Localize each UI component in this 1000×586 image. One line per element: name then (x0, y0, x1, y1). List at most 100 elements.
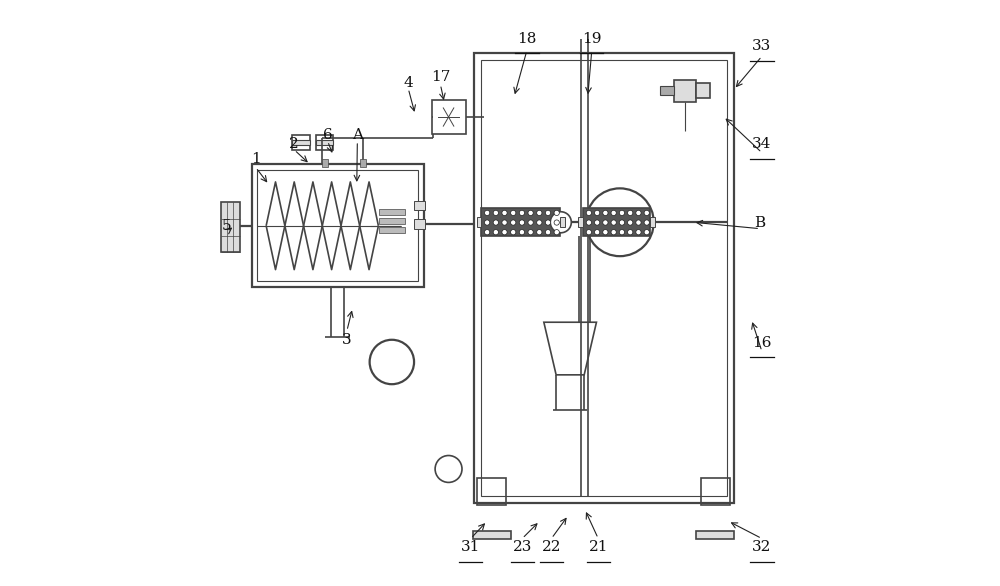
Circle shape (493, 210, 498, 216)
Circle shape (586, 220, 591, 225)
Circle shape (519, 210, 525, 216)
Text: 6: 6 (323, 128, 332, 142)
Bar (414, 200, 425, 210)
Text: 31: 31 (461, 540, 480, 554)
Circle shape (603, 220, 608, 225)
Bar (379, 218, 405, 224)
Bar (477, 217, 481, 227)
Circle shape (594, 210, 600, 216)
Circle shape (502, 220, 507, 225)
Circle shape (511, 220, 516, 225)
Circle shape (511, 210, 516, 216)
Circle shape (528, 220, 533, 225)
Bar (414, 219, 425, 229)
Circle shape (619, 210, 625, 216)
Bar (701, 478, 730, 505)
Bar (474, 53, 734, 503)
Text: 4: 4 (403, 76, 413, 90)
Bar (432, 100, 466, 134)
Bar (477, 478, 506, 505)
Bar (322, 159, 328, 168)
Bar (379, 227, 405, 233)
Text: 1: 1 (251, 152, 261, 165)
Text: 17: 17 (431, 70, 450, 84)
Text: 5: 5 (222, 219, 232, 233)
Circle shape (619, 220, 625, 225)
Circle shape (636, 230, 641, 235)
Circle shape (528, 210, 533, 216)
Text: 33: 33 (752, 39, 772, 53)
Bar (560, 217, 565, 227)
Bar (660, 86, 674, 96)
Bar (473, 531, 511, 539)
Bar (252, 165, 424, 287)
Text: 19: 19 (582, 32, 602, 46)
Text: 22: 22 (542, 540, 561, 554)
Circle shape (603, 230, 608, 235)
Circle shape (545, 230, 551, 235)
Circle shape (502, 210, 507, 216)
Circle shape (636, 220, 641, 225)
Circle shape (545, 220, 551, 225)
Circle shape (628, 220, 633, 225)
Circle shape (493, 230, 498, 235)
Text: 16: 16 (752, 336, 772, 350)
Circle shape (537, 220, 542, 225)
Circle shape (611, 220, 616, 225)
Circle shape (485, 210, 490, 216)
Circle shape (594, 220, 600, 225)
Text: B: B (755, 216, 766, 230)
Circle shape (545, 210, 551, 216)
Circle shape (586, 230, 591, 235)
Bar (674, 80, 696, 102)
Bar (316, 141, 333, 145)
Text: A: A (352, 128, 363, 142)
Circle shape (493, 220, 498, 225)
Circle shape (644, 230, 649, 235)
Circle shape (644, 210, 649, 216)
Circle shape (519, 230, 525, 235)
Circle shape (636, 210, 641, 216)
Bar (650, 217, 655, 227)
Bar (481, 60, 727, 496)
Bar (221, 202, 240, 252)
Text: 34: 34 (752, 137, 772, 151)
Circle shape (594, 230, 600, 235)
Circle shape (519, 220, 525, 225)
Circle shape (603, 210, 608, 216)
Circle shape (528, 230, 533, 235)
Text: 21: 21 (588, 540, 608, 554)
Circle shape (485, 220, 490, 225)
Bar (481, 208, 560, 236)
Circle shape (628, 230, 633, 235)
Circle shape (611, 230, 616, 235)
Bar (292, 135, 310, 150)
Circle shape (537, 230, 542, 235)
Circle shape (644, 220, 649, 225)
Bar (583, 208, 650, 236)
Circle shape (502, 230, 507, 235)
Text: 32: 32 (752, 540, 772, 554)
Circle shape (511, 230, 516, 235)
Bar (316, 135, 333, 150)
Text: 23: 23 (513, 540, 532, 554)
Text: 3: 3 (342, 333, 352, 347)
Bar (578, 217, 583, 227)
Bar (696, 83, 710, 98)
Circle shape (537, 210, 542, 216)
Circle shape (628, 210, 633, 216)
Bar (257, 170, 418, 281)
Text: 2: 2 (289, 137, 299, 151)
Text: 18: 18 (517, 32, 537, 46)
Circle shape (554, 220, 559, 225)
Circle shape (554, 230, 559, 235)
Circle shape (554, 210, 559, 216)
Circle shape (550, 212, 571, 233)
Bar (292, 141, 310, 145)
Circle shape (485, 230, 490, 235)
Circle shape (619, 230, 625, 235)
Circle shape (586, 210, 591, 216)
Circle shape (611, 210, 616, 216)
Bar (696, 531, 734, 539)
Bar (379, 209, 405, 215)
